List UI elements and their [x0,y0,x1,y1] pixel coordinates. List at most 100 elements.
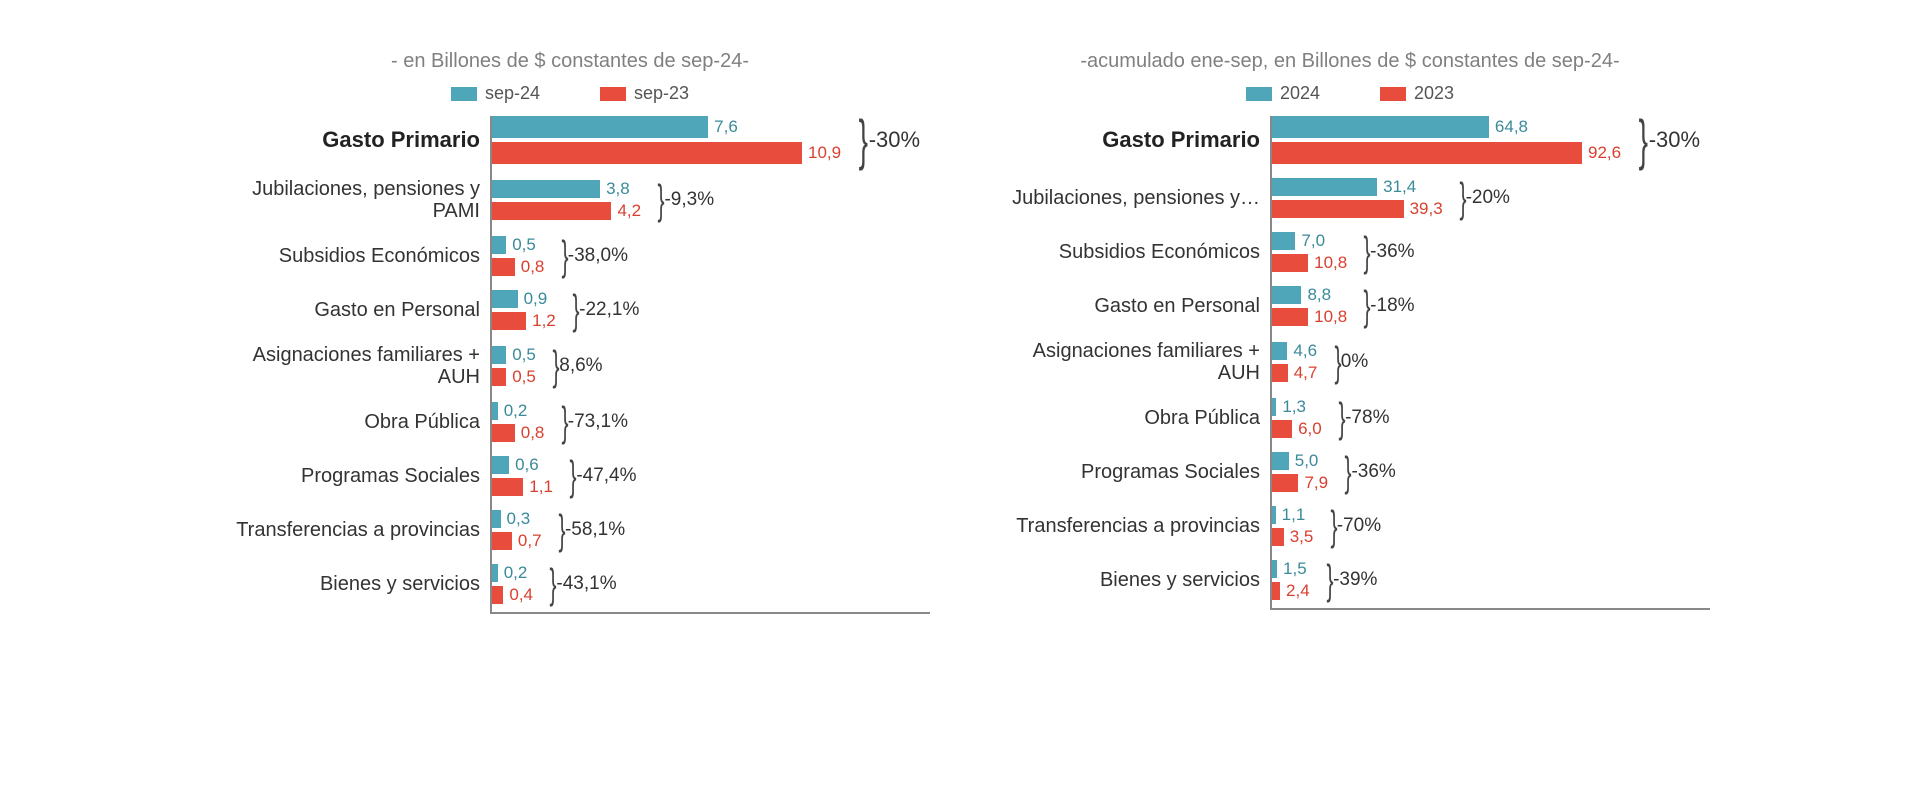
pct-value: 8,6% [559,355,602,377]
bar [1272,178,1377,196]
bar-value: 0,8 [521,423,545,443]
pct-value: -30% [869,127,920,153]
bar-value: 3,8 [606,179,630,199]
brace-icon: } [1330,513,1337,538]
row: Gasto Primario7,610,9}-30% [210,116,930,164]
bar-value: 39,3 [1410,199,1443,219]
bar-line-a: 0,5 [492,236,930,254]
bar-value: 1,2 [532,311,556,331]
bar-line-a: 0,9 [492,290,930,308]
row: Transferencias a provincias1,13,5}-70% [990,506,1710,546]
bar-value: 0,5 [512,235,536,255]
bar [492,312,526,330]
chart-container: - en Billones de $ constantes de sep-24-… [90,0,1830,610]
bar [1272,308,1308,326]
pct-wrap: }-39% [1327,560,1377,600]
row-label: Gasto en Personal [210,299,490,321]
legend-swatch [451,87,477,101]
row-label: Asignaciones familiares + AUH [990,340,1270,384]
pct-value: -9,3% [664,189,714,211]
panel-1: -acumulado ene-sep, en Billones de $ con… [990,50,1710,610]
bar-value: 1,5 [1283,559,1307,579]
bar [1272,398,1276,416]
legend-label: sep-24 [485,83,540,104]
pct-value: -36% [1370,241,1414,263]
bar-value: 0,7 [518,531,542,551]
bar-value: 0,5 [512,345,536,365]
row-label: Asignaciones familiares + AUH [210,344,490,388]
legend-item-b: sep-23 [600,83,689,104]
pct-wrap: }-43,1% [550,564,616,604]
bar-value: 4,2 [617,201,641,221]
bar-value: 92,6 [1588,143,1621,163]
bar-value: 0,8 [521,257,545,277]
pct-wrap: }-18% [1364,286,1414,326]
bar-value: 10,8 [1314,253,1347,273]
panel-0: - en Billones de $ constantes de sep-24-… [210,50,930,610]
bar [492,236,506,254]
bar [1272,474,1298,492]
pct-value: -20% [1466,187,1510,209]
brace-icon: } [561,243,568,268]
bar-line-a: 8,8 [1272,286,1710,304]
pct-wrap: }-36% [1345,452,1395,492]
bar [492,142,802,164]
legend: 20242023 [990,83,1710,104]
bar-value: 0,2 [504,563,528,583]
pct-value: -39% [1333,569,1377,591]
bar-value: 0,4 [509,585,533,605]
row-label: Gasto Primario [990,128,1270,152]
bar [492,510,501,528]
bar-value: 1,3 [1282,397,1306,417]
bar-line-b: 7,9 [1272,474,1710,492]
pct-value: -38,0% [568,245,628,267]
brace-icon: } [550,571,557,596]
pct-wrap: }-30% [858,116,920,164]
pct-wrap: }-22,1% [573,290,639,330]
bar-value: 7,0 [1301,231,1325,251]
rows: Gasto Primario64,892,6}-30%Jubilaciones,… [990,116,1710,606]
row: Obra Pública0,20,8}-73,1% [210,402,930,442]
bar [1272,420,1292,438]
row-label: Subsidios Económicos [990,241,1270,263]
bar [492,202,611,220]
row: Bienes y servicios1,52,4}-39% [990,560,1710,600]
bar [492,532,512,550]
bar-value: 5,0 [1295,451,1319,471]
bar-value: 0,2 [504,401,528,421]
row-label: Obra Pública [210,411,490,433]
bar-value: 7,9 [1304,473,1328,493]
row: Programas Sociales0,61,1}-47,4% [210,456,930,496]
bar [1272,116,1489,138]
bars-wrap: 4,64,7}0% [1272,342,1710,382]
bar-value: 64,8 [1495,117,1528,137]
pct-value: -78% [1345,407,1389,429]
legend-swatch [1246,87,1272,101]
pct-value: 0% [1341,351,1368,373]
row-label: Transferencias a provincias [210,519,490,541]
bar-line-a: 0,2 [492,402,930,420]
pct-value: -18% [1370,295,1414,317]
pct-value: -58,1% [565,519,625,541]
row: Subsidios Económicos0,50,8}-38,0% [210,236,930,276]
row: Jubilaciones, pensiones y PAMI3,84,2}-9,… [210,178,930,222]
bars-wrap: 3,84,2}-9,3% [492,180,930,220]
brace-icon: } [553,353,560,378]
brace-icon: } [1345,459,1352,484]
bar [1272,200,1404,218]
row: Asignaciones familiares + AUH4,64,7}0% [990,340,1710,384]
bars-wrap: 1,36,0}-78% [1272,398,1710,438]
bar-value: 1,1 [1282,505,1306,525]
legend-swatch [600,87,626,101]
bar [1272,560,1277,578]
brace-icon: } [570,463,577,488]
pct-wrap: }8,6% [553,346,602,386]
bar-value: 0,9 [524,289,548,309]
bar [1272,364,1288,382]
legend-item-a: sep-24 [451,83,540,104]
pct-value: -43,1% [556,573,616,595]
bars-wrap: 0,50,5}8,6% [492,346,930,386]
row: Transferencias a provincias0,30,7}-58,1% [210,510,930,550]
bars-wrap: 0,30,7}-58,1% [492,510,930,550]
brace-icon: } [1339,405,1346,430]
